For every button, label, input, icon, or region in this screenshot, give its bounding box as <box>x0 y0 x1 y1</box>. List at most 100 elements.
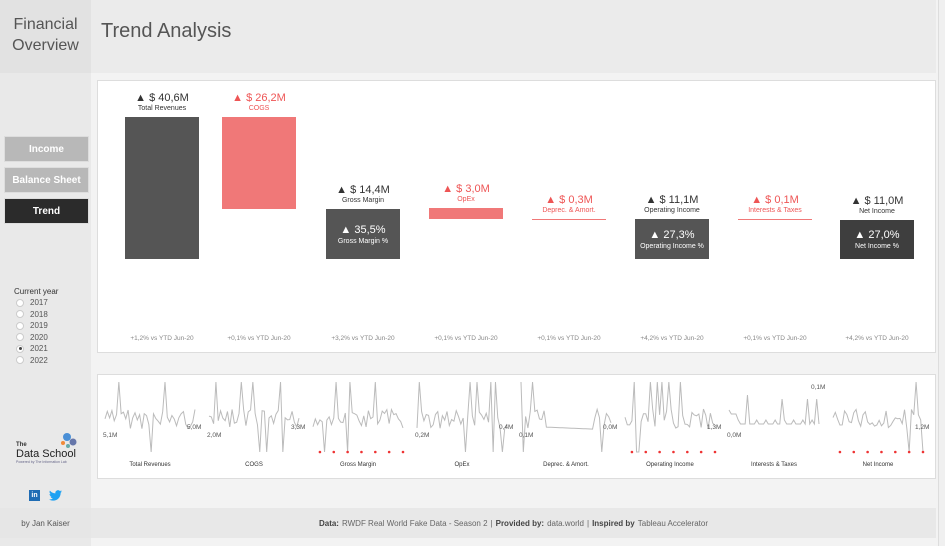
radio-button[interactable] <box>16 310 24 318</box>
comparison-text: +0,1% vs YTD Jun-20 <box>743 335 807 342</box>
year-option-2020[interactable]: 2020 <box>16 333 48 342</box>
negative-marker <box>880 450 883 454</box>
waterfall-item: ▲ $ 26,2M COGS <box>209 92 309 112</box>
negative-marker <box>699 450 703 454</box>
negative-marker <box>686 450 689 454</box>
margin-pct: ▲ 35,5% <box>340 223 386 236</box>
negative-marker <box>852 450 856 454</box>
page-title: Trend Analysis <box>101 20 232 42</box>
negative-marker <box>630 450 634 454</box>
waterfall-bar[interactable]: ▲ 27,3% Operating Income % <box>635 219 709 259</box>
year-option-2021[interactable]: 2021 <box>16 344 48 353</box>
negative-marker <box>360 450 363 454</box>
negative-marker <box>658 450 661 454</box>
nav-trend-button[interactable]: Trend <box>4 198 89 224</box>
inspired-label: Inspired by <box>592 518 635 528</box>
sparkline-label: Operating Income <box>646 462 694 468</box>
sparkline-start-value: 0,2M <box>415 432 430 439</box>
data-source: RWDF Real World Fake Data - Season 2 <box>341 518 488 528</box>
inspiration: Tableau Accelerator <box>637 518 709 528</box>
author-byline: by Jan Kaiser <box>0 508 91 538</box>
year-option-2018[interactable]: 2018 <box>16 310 48 319</box>
sparkline-label: Deprec. & Amort. <box>543 462 589 468</box>
header <box>91 0 936 73</box>
waterfall-item: ▲ $ 0,3M Deprec. & Amort. <box>519 194 619 214</box>
waterfall-item: ▲ $ 3,0M OpEx <box>416 183 516 203</box>
waterfall-bar[interactable]: ▲ 35,5% Gross Margin % <box>326 209 400 259</box>
negative-marker <box>346 450 349 454</box>
negative-marker <box>332 450 336 454</box>
negative-marker <box>921 450 925 454</box>
waterfall-bar[interactable] <box>125 117 199 259</box>
negative-marker <box>894 450 897 454</box>
sparkline-start-value: 0,0M <box>727 432 742 439</box>
margin-pct-label: Net Income % <box>855 243 899 250</box>
negative-marker <box>401 450 405 454</box>
sparkline-end-value: 0,0M <box>603 424 618 431</box>
separator: | <box>490 518 493 528</box>
footer <box>0 508 936 538</box>
logo-the: The <box>16 442 27 448</box>
measure-label: Deprec. & Amort. <box>542 207 596 214</box>
radio-button[interactable] <box>16 356 24 364</box>
measure-label: Operating Income <box>644 207 700 214</box>
sparkline-label: Net Income <box>862 462 894 468</box>
radio-button[interactable] <box>16 298 24 307</box>
logo-powered: Powered by The Information Lab <box>16 460 67 464</box>
sparkline-end-value: 1,2M <box>915 424 930 431</box>
sparkline-end-value: 1,3M <box>707 424 722 431</box>
year-label: 2018 <box>30 309 48 319</box>
year-option-2017[interactable]: 2017 <box>16 298 48 307</box>
sparkline-end-value: 3,3M <box>291 424 306 431</box>
sparkline-chart <box>104 381 925 454</box>
negative-marker <box>838 450 842 454</box>
sparkline-5 <box>624 381 716 453</box>
dashboard-brand: Financial Overview <box>0 0 91 73</box>
sparkline-0 <box>104 381 196 453</box>
nav-balance-sheet-button[interactable]: Balance Sheet <box>4 167 89 193</box>
brand-line-1: Financial <box>13 16 78 33</box>
nav-income-button[interactable]: Income <box>4 136 89 162</box>
sparkline-label: Total Revenues <box>129 462 171 468</box>
measure-value: ▲ $ 11,0M <box>850 195 904 207</box>
year-option-2019[interactable]: 2019 <box>16 321 48 330</box>
scrollbar[interactable] <box>938 0 945 546</box>
measure-label: Interests & Taxes <box>748 207 802 214</box>
data-school-logo: The Data School Powered by The Informati… <box>16 433 80 464</box>
twitter-icon[interactable] <box>49 490 62 501</box>
waterfall-item: ▲ $ 11,1M Operating Income <box>622 194 722 214</box>
waterfall-item: ▲ $ 11,0M Net Income <box>827 195 927 215</box>
radio-button[interactable] <box>16 344 24 353</box>
waterfall-bar[interactable] <box>429 208 503 219</box>
negative-marker <box>374 450 377 454</box>
waterfall-bar[interactable] <box>532 219 606 220</box>
measure-value: ▲ $ 40,6M <box>135 92 189 104</box>
sparkline-6 <box>728 394 820 426</box>
sparkline-end-value: 5,0M <box>187 424 202 431</box>
waterfall-bar[interactable] <box>738 219 812 220</box>
waterfall-bar[interactable] <box>222 117 296 209</box>
year-label: 2017 <box>30 298 48 307</box>
negative-marker <box>907 450 911 454</box>
linkedin-icon[interactable]: in <box>29 490 40 501</box>
comparison-text: +1,2% vs YTD Jun-20 <box>130 335 194 342</box>
sparkline-end-value: 0,4M <box>499 424 514 431</box>
waterfall-bar[interactable]: ▲ 27,0% Net Income % <box>840 220 914 259</box>
sparkline-1 <box>208 381 300 453</box>
sparkline-start-value: 2,0M <box>207 432 222 439</box>
year-option-2022[interactable]: 2022 <box>16 356 48 365</box>
radio-button[interactable] <box>16 333 24 341</box>
separator: | <box>586 518 590 528</box>
provider: data.world <box>547 518 584 528</box>
measure-value: ▲ $ 26,2M <box>232 92 286 104</box>
radio-button[interactable] <box>16 321 24 330</box>
year-label: 2020 <box>30 332 48 342</box>
data-label: Data: <box>318 518 339 528</box>
measure-value: ▲ $ 0,1M <box>751 194 799 206</box>
negative-marker <box>318 450 322 454</box>
measure-label: Total Revenues <box>137 105 187 112</box>
sidebar <box>0 0 91 546</box>
logo-name: Data School <box>16 448 76 460</box>
margin-pct-label: Operating Income % <box>640 242 704 250</box>
provided-label: Provided by: <box>495 518 545 528</box>
